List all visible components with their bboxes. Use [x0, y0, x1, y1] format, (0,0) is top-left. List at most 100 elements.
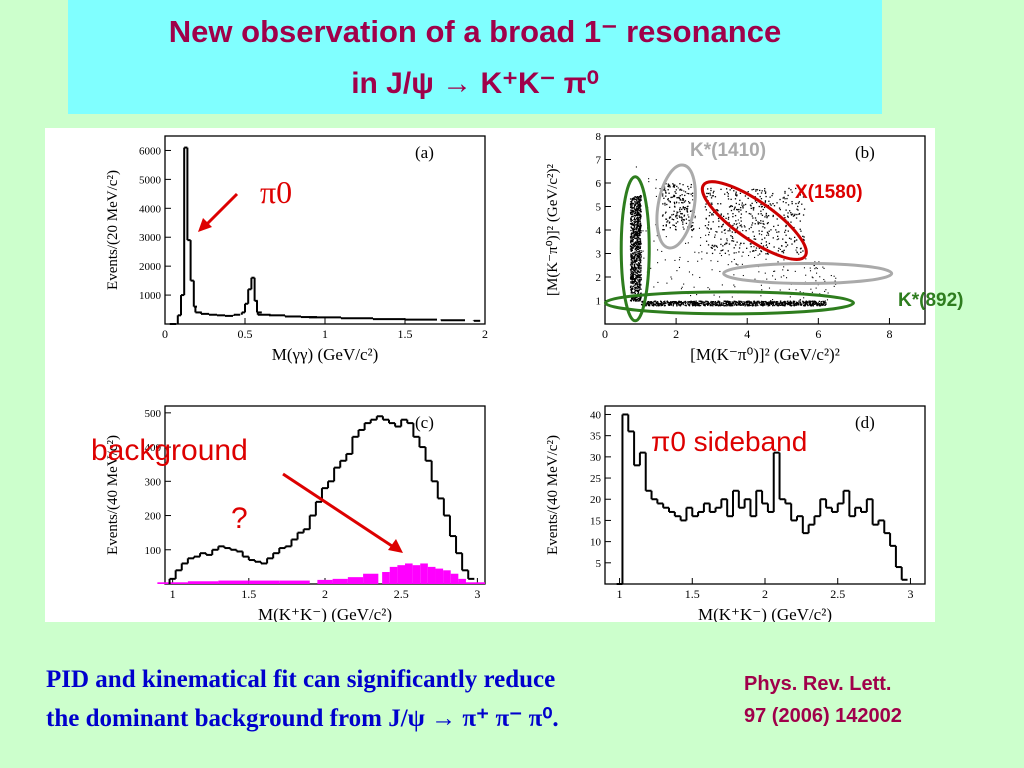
scatter-point	[631, 255, 633, 257]
scatter-point	[716, 209, 718, 211]
scatter-point	[796, 239, 798, 241]
scatter-point	[665, 183, 667, 185]
scatter-point	[720, 188, 722, 191]
scatter-point	[639, 200, 641, 202]
scatter-point	[636, 217, 638, 219]
scatter-point	[630, 270, 632, 272]
scatter-point	[750, 245, 752, 248]
scatter-point	[676, 211, 678, 213]
scatter-point	[636, 234, 638, 236]
scatter-point	[711, 195, 713, 197]
scatter-point	[694, 217, 696, 219]
scatter-point	[639, 232, 641, 234]
scatter-point	[684, 206, 686, 209]
scatter-point	[762, 301, 765, 304]
scatter-point	[768, 230, 770, 232]
y-tick-label: 7	[596, 155, 602, 167]
scatter-point	[701, 251, 703, 253]
scatter-point	[732, 213, 734, 215]
scatter-point	[815, 267, 817, 269]
scatter-point	[669, 186, 671, 188]
scatter-point	[634, 283, 636, 286]
scatter-point	[640, 205, 642, 207]
scatter-point	[630, 219, 632, 221]
scatter-point	[667, 220, 669, 222]
scatter-point	[820, 303, 822, 305]
panel-label: (b)	[855, 143, 875, 162]
scatter-point	[636, 225, 638, 227]
scatter-point	[630, 259, 632, 261]
scatter-point	[727, 304, 729, 307]
scatter-point	[751, 224, 753, 226]
scatter-point	[633, 221, 635, 223]
scatter-point	[631, 266, 634, 269]
scatter-point	[659, 188, 661, 190]
scatter-point	[633, 256, 635, 258]
hist-c-background-group	[157, 563, 485, 584]
scatter-point	[681, 212, 683, 215]
scatter-point	[655, 179, 657, 181]
scatter-point	[637, 290, 639, 292]
scatter-point	[633, 257, 635, 260]
scatter-point	[652, 301, 654, 304]
scatter-point	[725, 243, 727, 245]
scatter-point	[815, 301, 818, 304]
scatter-point	[632, 229, 634, 231]
scatter-point	[630, 276, 633, 278]
scatter-point	[639, 209, 641, 211]
scatter-point	[728, 206, 731, 208]
scatter-point	[772, 237, 774, 239]
scatter-point	[631, 263, 633, 265]
scatter-point	[630, 265, 633, 267]
scatter-point	[635, 213, 637, 216]
scatter-point	[725, 301, 727, 304]
scatter-point	[638, 298, 641, 300]
scatter-point	[633, 279, 636, 281]
scatter-point	[806, 303, 809, 306]
scatter-point	[639, 298, 641, 301]
scatter-point	[631, 219, 633, 222]
scatter-point	[637, 235, 639, 237]
scatter-point	[644, 304, 647, 307]
scatter-point	[637, 259, 639, 261]
scatter-point	[733, 284, 735, 286]
scatter-point	[645, 303, 647, 305]
scatter-point	[743, 303, 745, 305]
scatter-point	[634, 286, 636, 289]
scatter-point	[739, 244, 741, 246]
scatter-point	[639, 223, 641, 225]
scatter-point	[813, 264, 815, 267]
scatter-point	[760, 242, 763, 245]
scatter-point	[682, 199, 685, 201]
scatter-point	[632, 198, 635, 200]
scatter-point	[725, 242, 727, 244]
scatter-point	[640, 273, 642, 276]
scatter-point	[637, 297, 640, 300]
scatter-point	[753, 238, 755, 240]
scatter-point	[766, 231, 769, 233]
footer-line-1: PID and kinematical fit can significantl…	[46, 666, 556, 693]
scatter-point	[665, 191, 667, 194]
scatter-point	[737, 209, 739, 211]
scatter-point	[664, 190, 667, 192]
scatter-point	[760, 206, 763, 208]
scatter-point	[655, 195, 657, 197]
scatter-point	[760, 295, 762, 297]
scatter-point	[634, 254, 636, 257]
scatter-point	[690, 300, 692, 303]
scatter-point	[679, 194, 681, 197]
scatter-point	[703, 304, 705, 306]
scatter-point	[734, 214, 737, 217]
scatter-point	[682, 223, 684, 225]
scatter-point	[651, 303, 653, 305]
scatter-point	[688, 216, 690, 218]
scatter-point	[632, 210, 635, 213]
scatter-point	[634, 196, 636, 198]
scatter-point	[790, 304, 792, 306]
scatter-point	[636, 281, 638, 283]
scatter-point	[784, 304, 786, 306]
scatter-point	[728, 222, 730, 224]
scatter-point	[636, 245, 639, 247]
scatter-point	[750, 205, 752, 207]
hist-c-background-bar	[347, 577, 364, 584]
